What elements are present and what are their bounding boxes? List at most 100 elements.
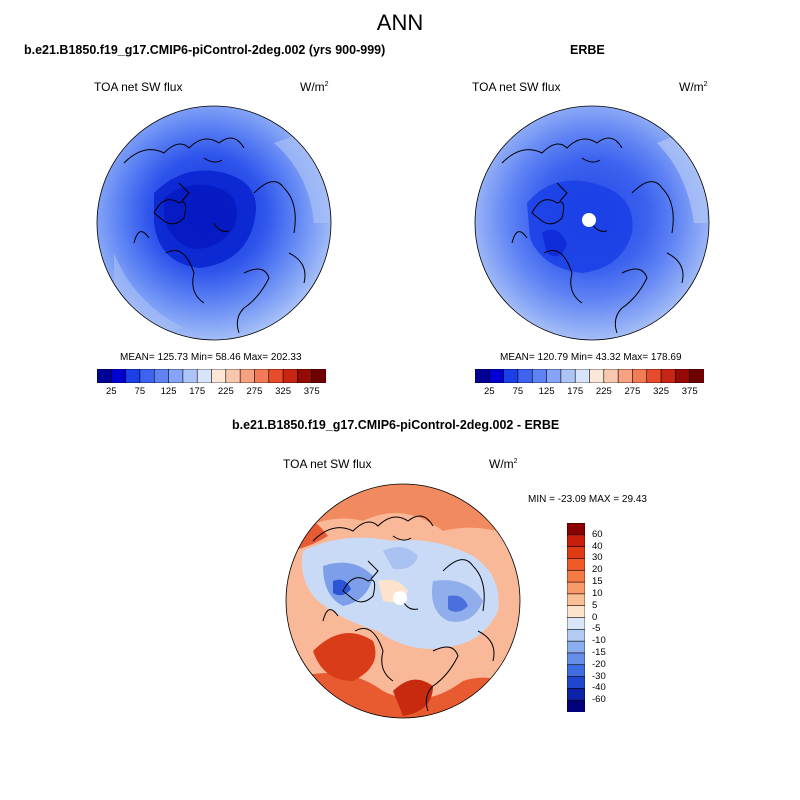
panel-1-colorbar-tick-label: 75	[134, 386, 146, 397]
panel-3-variable-label: TOA net SW flux	[283, 457, 372, 471]
panel-1-colorbar-swatch	[225, 368, 241, 384]
panel-3-colorbar-tick-label: 5	[592, 599, 598, 611]
panel-3-colorbar-swatch	[566, 593, 586, 607]
panel-1-coastline-b	[178, 157, 306, 284]
panel-3-colorbar-swatch	[566, 676, 586, 689]
panel-2-colorbar-ticks: 25 75 125 175 225 275 325 375	[475, 386, 704, 400]
panel-2-colorbar-swatch	[560, 368, 576, 384]
panel-2-colorbar-swatch	[589, 368, 605, 384]
panel-3-colorbar-swatch	[566, 534, 586, 548]
panel-3-colorbar-swatch	[566, 605, 586, 619]
panel-1-stats: MEAN= 125.73 Min= 58.46 Max= 202.33	[120, 352, 302, 363]
panel-3-colorbar-swatch	[566, 699, 586, 713]
panel-2-colorbar-swatch	[489, 368, 505, 384]
panel-3-colorbar-swatch	[566, 569, 586, 583]
panel-3-colorbar-tick-label: 30	[592, 552, 603, 564]
panel-2-colorbar	[474, 368, 705, 388]
panel-2-colorbar-tick-label: 25	[484, 386, 495, 397]
panel-3-colorbar-swatch	[566, 617, 586, 630]
panel-3-colorbar-swatch	[566, 652, 586, 666]
panel-1-colorbar-swatch	[182, 368, 198, 384]
panel-2-colorbar-swatch	[531, 368, 548, 384]
panel-2-coastline-a	[501, 137, 648, 334]
panel-3-colorbar-tick-label: -30	[592, 670, 606, 682]
panel-1-colorbar-swatches	[96, 368, 327, 384]
panel-3-colorbar-swatch	[566, 688, 586, 701]
panel-2-colorbar-swatch	[474, 368, 490, 384]
panel-1-variable-label: TOA net SW flux	[94, 80, 183, 94]
panel-1-colorbar-tick-label: 175	[189, 386, 206, 397]
panel-2-polar-map	[474, 105, 710, 341]
panel-3-colorbar-swatch	[566, 546, 586, 560]
panel-2-missing-data-pole	[582, 213, 596, 227]
panel-2-variable-label: TOA net SW flux	[472, 80, 561, 94]
panel-2-colorbar-swatch	[517, 368, 533, 384]
panel-3-colorbar-tick-label: -40	[592, 682, 606, 694]
panel-1-colorbar-swatch	[282, 368, 298, 384]
panel-1-colorbar-swatch	[153, 368, 170, 384]
panel-1-colorbar-swatch	[239, 368, 256, 384]
panel-3-colorbar-tick-label: -20	[592, 658, 606, 670]
panel-1-colorbar-tick-label: 225	[217, 386, 234, 397]
panel-2-title: ERBE	[570, 43, 605, 57]
panel-3-colorbar-tick-label: -5	[592, 623, 601, 635]
figure-title: ANN	[376, 10, 424, 35]
panel-2-colorbar-swatch	[617, 368, 634, 384]
panel-2-colorbar-swatch	[660, 368, 676, 384]
panel-3-coastline-b	[367, 535, 495, 662]
panel-2-colorbar-swatch	[503, 368, 519, 384]
panel-2-colorbar-swatch	[689, 368, 705, 384]
panel-2-colorbar-swatch	[574, 368, 591, 384]
panel-1-colorbar-swatch	[297, 368, 313, 384]
panel-1-colorbar-swatch	[311, 368, 327, 384]
panel-2-colorbar-swatch	[675, 368, 691, 384]
panel-1-coastline-a	[123, 137, 270, 334]
panel-2-colorbar-swatch	[646, 368, 662, 384]
panel-3-colorbar	[566, 522, 586, 717]
panel-1-polar-map	[96, 105, 332, 341]
panel-1-colorbar-swatch	[139, 368, 155, 384]
panel-3-colorbar-swatch	[566, 522, 586, 536]
panel-1-colorbar-swatch	[168, 368, 184, 384]
panel-3-colorbar-swatches	[566, 522, 586, 713]
panel-1-units-label: W/m2	[300, 80, 329, 94]
panel-1-colorbar-tick-label: 325	[275, 386, 291, 397]
panel-3-colorbar-tick-label: 20	[592, 564, 603, 576]
panel-3-polar-map	[285, 483, 521, 719]
panel-1-colorbar-swatch	[268, 368, 284, 384]
panel-1-colorbar	[96, 368, 327, 388]
panel-2-colorbar-tick-label: 275	[624, 386, 641, 397]
panel-3-colorbar-swatch	[566, 664, 586, 678]
panel-1-colorbar-swatch	[96, 368, 112, 384]
panel-3-colorbar-tick-label: -15	[592, 646, 606, 658]
panel-2-colorbar-tick-label: 175	[567, 386, 584, 397]
panel-2-colorbar-swatch	[632, 368, 648, 384]
panel-2-colorbar-tick-label: 225	[595, 386, 612, 397]
panel-1-title: b.e21.B1850.f19_g17.CMIP6-piControl-2deg…	[24, 43, 386, 57]
panel-3-colorbar-swatch	[566, 558, 586, 571]
panel-1-colorbar-tick-label: 275	[246, 386, 263, 397]
panel-2-coastline-b	[556, 157, 684, 284]
panel-1-colorbar-tick-label: 125	[160, 386, 177, 397]
panel-1-colorbar-ticks: 25 75 125 175 225 275 325 375	[97, 386, 326, 400]
panel-3-colorbar-tick-label: -60	[592, 694, 606, 706]
panel-2-colorbar-swatches	[474, 368, 705, 384]
panel-3-missing-data-pole	[393, 591, 407, 605]
panel-1-colorbar-tick-label: 375	[303, 386, 320, 397]
panel-2-units-label: W/m2	[679, 80, 708, 94]
panel-3-colorbar-tick-label: -10	[592, 635, 606, 647]
panel-3-title: b.e21.B1850.f19_g17.CMIP6-piControl-2deg…	[232, 418, 560, 432]
panel-2-colorbar-tick-label: 75	[512, 386, 524, 397]
panel-2-colorbar-tick-label: 125	[538, 386, 555, 397]
panel-3-colorbar-swatch	[566, 629, 586, 642]
panel-3-colorbar-tick-label: 60	[592, 528, 603, 540]
panel-2-colorbar-tick-label: 375	[681, 386, 698, 397]
panel-1-colorbar-swatch	[211, 368, 227, 384]
panel-3-colorbar-tick-label: 0	[592, 611, 598, 623]
panel-1-colorbar-swatch	[254, 368, 270, 384]
panel-1-colorbar-tick-label: 25	[106, 386, 117, 397]
panel-1-colorbar-swatch	[196, 368, 213, 384]
panel-3-colorbar-swatch	[566, 581, 586, 595]
panel-1-colorbar-swatch	[111, 368, 127, 384]
panel-3-units-label: W/m2	[489, 457, 518, 471]
